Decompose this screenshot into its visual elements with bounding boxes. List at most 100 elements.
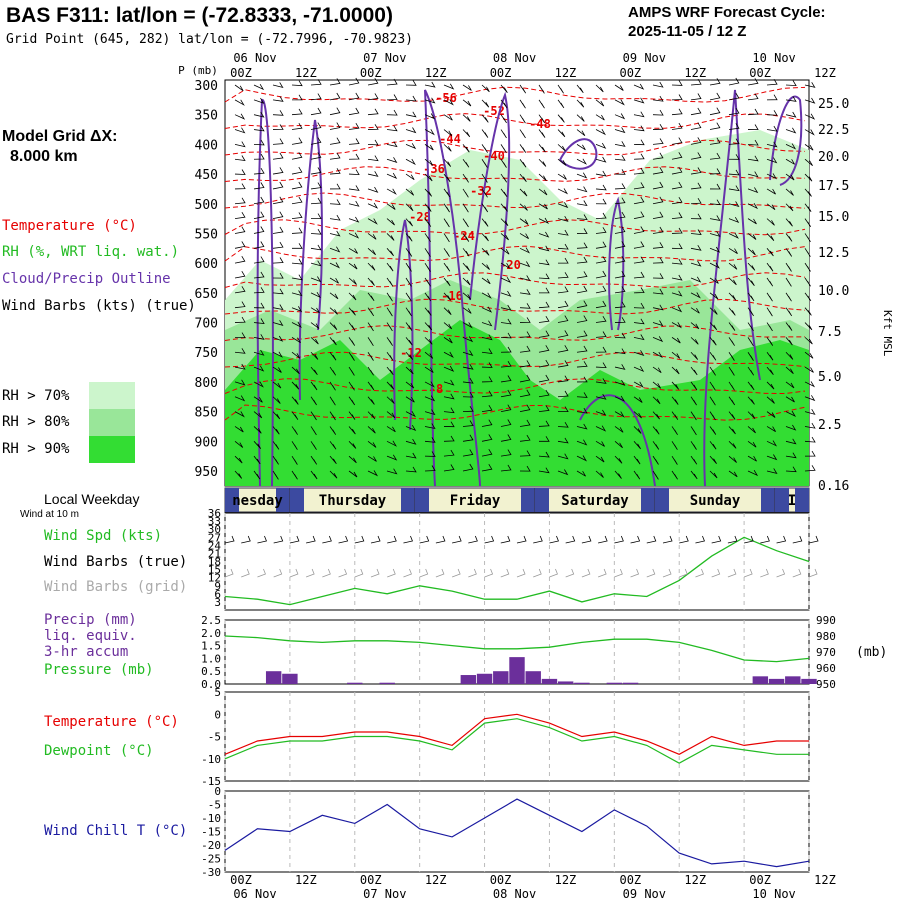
- wind-barb: [785, 127, 797, 134]
- weekday-name: Friday: [450, 493, 501, 509]
- wind-barb: [709, 441, 717, 450]
- wind-barb: [443, 129, 453, 137]
- wind-barb: [253, 287, 265, 294]
- wind-barb: [424, 81, 436, 88]
- wind-barb-grid: [224, 568, 234, 578]
- wind-barb: [329, 122, 341, 130]
- wind-barb: [348, 470, 358, 478]
- wind-barb: [481, 277, 491, 285]
- wind-barb: [253, 271, 265, 279]
- wind-barb-true: [500, 535, 511, 544]
- wind-barb: [386, 454, 398, 461]
- temperature-contour: [224, 378, 806, 395]
- wind-barb: [804, 97, 816, 104]
- wind-barb: [329, 152, 341, 160]
- temperature-contour-label: -32: [470, 184, 492, 198]
- wind-barb: [424, 337, 433, 345]
- wind-barb: [234, 363, 246, 370]
- wind-barb: [500, 114, 507, 124]
- wind-barb: [462, 292, 472, 300]
- wind-barb-grid: [630, 568, 640, 578]
- wind-barb: [500, 144, 507, 154]
- wind-barb: [614, 270, 626, 279]
- wind-barb: [595, 241, 607, 249]
- wind-barb: [538, 273, 550, 280]
- wind-barb: [386, 468, 398, 475]
- wind-barb: [785, 143, 797, 150]
- wind-barb: [348, 92, 360, 101]
- height-tick-label: 5.0: [818, 370, 841, 385]
- wind-barb: [652, 381, 662, 389]
- wind-barb: [652, 351, 663, 359]
- wind-barb: [234, 197, 246, 205]
- wind-barb-true: [224, 535, 235, 544]
- bottom-hour-label: 12Z: [555, 873, 577, 887]
- wind-barb: [728, 470, 738, 478]
- temperature-contour-label: -16: [441, 289, 463, 303]
- wind-barb-true: [516, 535, 527, 544]
- wind-barb: [367, 262, 376, 271]
- wind-barb: [557, 114, 565, 123]
- wind-barb: [234, 470, 243, 479]
- pressure-tick-label: 450: [195, 168, 218, 183]
- wind-barb: [804, 188, 812, 197]
- wind-barb-grid: [322, 568, 331, 578]
- wind-barb: [253, 441, 262, 449]
- wind-barb: [804, 113, 816, 120]
- wind-barb: [538, 203, 548, 210]
- wind-barb: [462, 84, 472, 91]
- wind-barb: [253, 256, 265, 264]
- wind-barb: [481, 173, 488, 183]
- wind-barb: [709, 246, 721, 253]
- wind-barb: [386, 233, 395, 241]
- wind-barb: [310, 167, 322, 175]
- wind-barb: [557, 286, 569, 294]
- wind-barb: [785, 322, 793, 331]
- wind-barb: [462, 129, 471, 138]
- wind-barb-true: [808, 535, 819, 544]
- wind-barb: [519, 389, 531, 398]
- wind-barb-grid: [776, 568, 786, 578]
- wind-barb: [329, 307, 338, 315]
- wind-barb-true: [435, 535, 446, 544]
- wind-barb: [367, 396, 375, 405]
- wind-barb: [519, 317, 531, 323]
- wind-barb: [747, 322, 754, 332]
- wind-barb: [367, 77, 379, 86]
- wind-barb: [234, 440, 244, 448]
- wind-barb: [785, 111, 797, 118]
- wind-barb: [538, 301, 550, 309]
- wind-barb: [500, 449, 512, 457]
- precip-bar: [460, 675, 477, 684]
- wind-barb: [367, 277, 375, 286]
- wind-barb: [348, 455, 357, 464]
- wind-barb: [766, 203, 776, 211]
- wind-barb: [367, 470, 379, 477]
- wind-barb: [348, 396, 356, 406]
- top-hour-label: 00Z: [619, 66, 641, 80]
- legend-pressure: Pressure (mb): [44, 662, 154, 678]
- wind-barb: [538, 315, 550, 323]
- wind-barb: [671, 137, 683, 145]
- wind-barb: [253, 455, 261, 465]
- wind-barb: [709, 183, 721, 190]
- temperature-contour: [224, 86, 806, 103]
- legend-rh90-label: RH > 90%: [2, 441, 70, 457]
- wind-barb: [291, 366, 300, 375]
- height-tick-label: 7.5: [818, 325, 841, 340]
- wind-barb: [424, 97, 436, 104]
- weekday-shade: [521, 488, 535, 512]
- wind-barb: [728, 107, 740, 116]
- wind-barb: [595, 84, 604, 93]
- pressure-tick-label: 950: [195, 465, 218, 480]
- wind-barb: [728, 411, 736, 420]
- wind-barb: [386, 203, 396, 210]
- wind-barb: [804, 203, 812, 212]
- wind-barb: [614, 226, 626, 234]
- wind-barb: [234, 332, 246, 339]
- wind-barb: [576, 129, 586, 137]
- wind-barb: [291, 212, 303, 220]
- y-tick-label: 0.5: [201, 665, 221, 678]
- wind-barb: [386, 172, 398, 179]
- weekday-shade: [276, 488, 290, 512]
